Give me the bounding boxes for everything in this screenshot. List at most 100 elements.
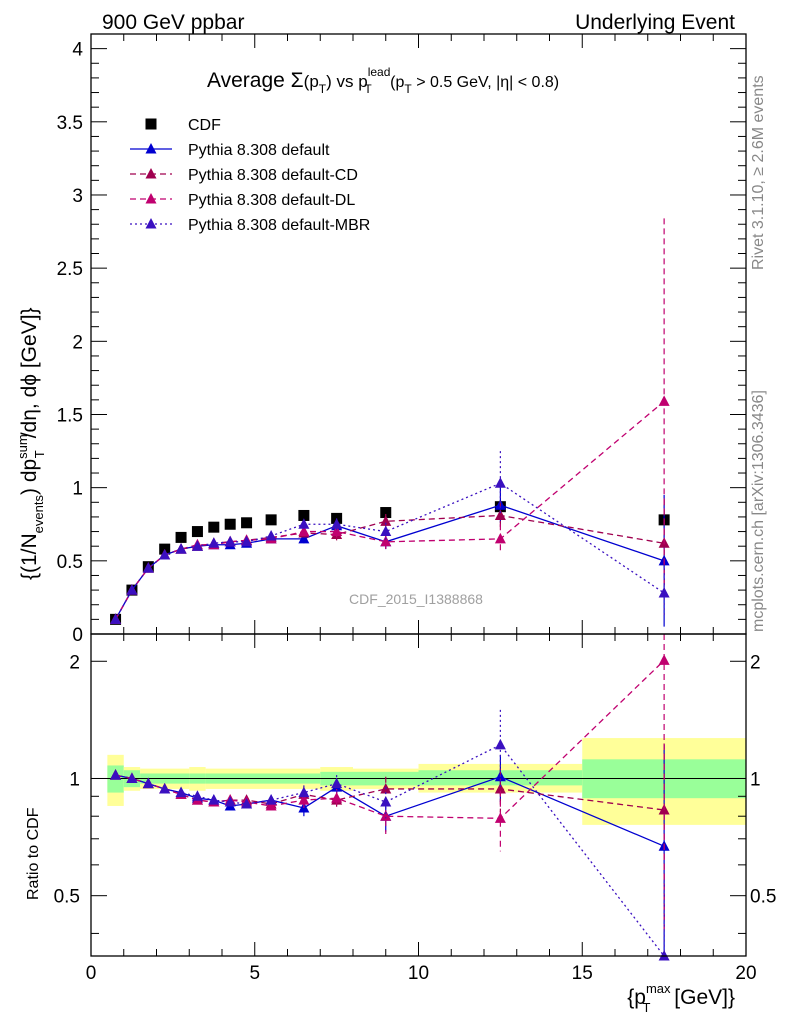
y-tick-label: 3 [72,186,83,207]
ratio-series-line-3 [115,744,665,956]
ratio-marker [142,777,154,789]
legend-entry-3: Pythia 8.308 default-DL [130,192,355,209]
ratio-marker [175,786,187,798]
main-marker [494,532,506,544]
ratio-y-tick-label-right: 1 [750,769,761,790]
main-marker [331,518,343,529]
y-tick-label: 1 [72,479,83,500]
legend-entry-1: Pythia 8.308 default [130,142,330,159]
legend-entry-4: Pythia 8.308 default-MBR [130,217,370,234]
main-marker [126,584,138,595]
ratio-ylabel: Ratio to CDF [25,807,42,900]
legend-entry-2: Pythia 8.308 default-CD [130,167,358,184]
y-tick-label: 2.5 [57,259,83,280]
main-marker [208,537,220,548]
ratio-marker [331,777,343,789]
main-marker [191,540,203,551]
ratio-marker [494,812,506,823]
main-marker [298,525,310,537]
main-series-3 [110,218,670,624]
ratio-marker [191,790,203,801]
legend-label: CDF [188,117,221,134]
main-marker [224,535,236,547]
header-right: Underlying Event [575,11,735,34]
ratio-y-tick-label: 1 [69,769,80,790]
ratio-marker [265,794,277,805]
legend-entry-0: CDF [145,117,221,134]
legend-marker [145,218,157,229]
x-tick-label: 5 [249,963,260,984]
ratio-marker [265,799,277,811]
y-tick-label: 1.5 [57,405,83,426]
x-tick-label: 10 [408,963,429,984]
ratio-marker [494,738,506,750]
legend-label: Pythia 8.308 default [188,142,330,159]
analysis-watermark: CDF_2015_I1388868 [349,591,483,607]
main-series-line-3 [114,400,665,620]
y-tick-label: 3.5 [57,113,83,134]
main-marker [380,515,392,526]
main-marker [380,525,392,537]
ratio-series-line-2 [115,659,665,819]
legend-label: Pythia 8.308 default-CD [188,167,358,184]
ratio-series-3 [110,709,670,961]
main-marker [159,548,171,560]
ratio-y-tick-label: 2 [69,652,80,673]
legend-marker [145,143,157,154]
main-title: Average Σ(pT) vs plead T (pT > 0.5 GeV, |… [207,65,559,96]
ratio-y-tick-label: 0.5 [54,887,80,908]
ratio-marker [380,810,392,821]
ratio-marker [110,769,122,780]
ratio-y-tick-label-right: 2 [750,652,761,673]
mcplots-label: mcplots.cern.ch [arXiv:1306.3436] [750,390,767,632]
main-data-point [298,509,310,521]
main-marker [658,587,670,598]
main-marker [142,562,154,573]
legend-marker [145,168,157,179]
main-marker [298,532,310,544]
main-marker [494,509,506,520]
main-data-point [191,526,203,538]
main-marker [241,535,253,547]
main-marker [175,543,187,554]
legend-label: Pythia 8.308 default-MBR [188,217,370,234]
main-data-point [265,514,277,526]
ratio-marker [241,797,253,809]
main-marker [494,477,506,488]
main-marker [331,525,343,537]
main-marker [380,535,392,547]
ratio-panel-series [110,634,670,961]
main-ylabel: {(1/Nevents) dpsum T/dη, dϕ [GeV]} [15,307,47,580]
y-tick-label: 4 [72,40,83,61]
ratio-marker [126,772,138,783]
y-tick-label: 0.5 [57,552,83,573]
main-series-line-4 [114,482,665,620]
ratio-marker [298,786,310,798]
axes: 0 5 10 15 20 0 0.5 1 1.5 2 2.5 3 3.5 4 0.5 0.5 1 1 2 2 [54,33,776,984]
y-tick-label: 2 [72,332,83,353]
x-tick-label: 15 [572,963,593,984]
main-marker [265,529,277,541]
main-data-point [208,521,220,533]
rivet-label: Rivet 3.1.10, ≥ 2.6M events [750,75,767,270]
ratio-marker [658,654,670,665]
main-data-point [224,518,236,530]
ratio-marker [658,950,670,961]
main-data-point [175,531,187,543]
x-tick-label: 0 [86,963,97,984]
ratio-marker [298,794,310,805]
header-left: 900 GeV ppbar [102,11,244,34]
main-data-point [241,517,253,529]
ratio-y-tick-label-right: 0.5 [750,887,776,908]
legend-marker [145,193,157,204]
ratio-marker [159,782,171,794]
x-tick-label: 20 [735,963,756,984]
main-data-point [380,507,392,519]
main-marker [298,518,310,529]
ratio-marker [331,792,343,803]
x-axis-label: {pmax T [GeV]} [627,981,735,1015]
y-tick-label: 0 [72,625,83,646]
main-marker [110,613,122,624]
ratio-series-line-1 [115,774,665,811]
